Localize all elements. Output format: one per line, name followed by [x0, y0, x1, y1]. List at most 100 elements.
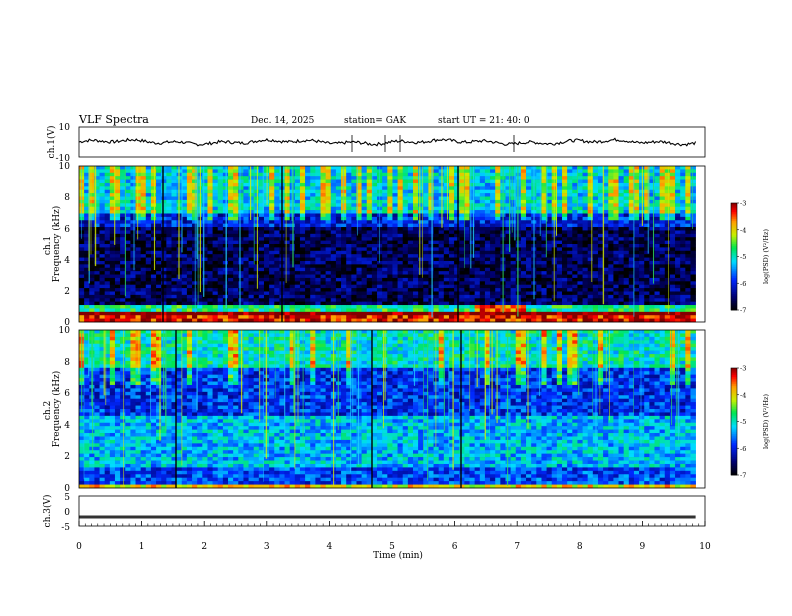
ch1-spec-cell [588, 264, 593, 268]
ch1-spec-cell [125, 261, 130, 265]
ch1-spec-cell [536, 247, 541, 251]
ch1-spec-cell [156, 308, 161, 312]
ch1-spec-cell [434, 278, 439, 282]
ch1-spec-cell [295, 173, 300, 177]
ch1-spec-cell [269, 186, 274, 190]
ch1-spec-cell [387, 308, 392, 312]
ch1-spec-cell [356, 298, 361, 302]
ch1-spec-cell [315, 207, 320, 211]
ch1-spec-cell [136, 291, 141, 295]
ch1-spec-cell [403, 288, 408, 292]
ch1-spec-cell [444, 220, 449, 224]
ch1-spec-cell [274, 207, 279, 211]
ch1-spec-cell [315, 275, 320, 279]
ch1-spec-cell [454, 207, 459, 211]
ch1-spec-cell [141, 200, 146, 204]
ch1-spec-cell [619, 271, 624, 275]
ch1-spec-cell [392, 298, 397, 302]
ch1-spec-cell [536, 264, 541, 268]
ch1-spec-cell [387, 244, 392, 248]
ch1-spec-cell [161, 295, 166, 299]
ch1-spec-cell [310, 210, 315, 214]
ch1-spec-cell [387, 166, 392, 170]
ch1-spec-cell [459, 227, 464, 231]
ch1-spec-cell [495, 190, 500, 194]
ch1-spec-cell [387, 251, 392, 255]
ch1-spec-cell [387, 302, 392, 306]
ch1-spec-cell [392, 295, 397, 299]
ch1-spec-cell [629, 200, 634, 204]
ch1-spec-cell [547, 275, 552, 279]
ch1-spec-cell [428, 197, 433, 201]
ch1-spec-cell [192, 268, 197, 272]
ch1-spec-cell [444, 261, 449, 265]
ch1-spec-cell [295, 251, 300, 255]
ch1-spec-cell [105, 285, 110, 289]
ch1-spec-cell [434, 247, 439, 251]
ch1-spec-cell [269, 247, 274, 251]
ch1-spec-cell [161, 275, 166, 279]
ch1-spec-cell [146, 227, 151, 231]
ch1-spec-cell [228, 183, 233, 187]
ch1-spec-cell [500, 315, 505, 319]
ch1-spec-cell [562, 308, 567, 312]
ch1-spec-cell [454, 247, 459, 251]
ch1-spec-cell [187, 237, 192, 241]
ch1-spec-cell [146, 207, 151, 211]
ch1-spec-cell [115, 305, 120, 309]
ch1-spec-cell [444, 230, 449, 234]
ch1-spec-cell [89, 244, 94, 248]
ch1-spec-cell [372, 217, 377, 221]
ch1-spec-cell [449, 281, 454, 285]
ch1-spec-cell [613, 200, 618, 204]
ch1-spec-cell [136, 258, 141, 262]
ch1-spec-cell [274, 213, 279, 217]
ch1-spec-cell [274, 180, 279, 184]
ch1-spec-cell [403, 302, 408, 306]
ch1-spec-cell [315, 210, 320, 214]
ch1-spec-cell [495, 227, 500, 231]
ch1-spec-cell [521, 173, 526, 177]
ch1-spec-cell [475, 291, 480, 295]
ch1-spec-cell [120, 295, 125, 299]
ch1-spec-cell [146, 261, 151, 265]
ch1-spec-cell [233, 207, 238, 211]
ch1-spec-cell [192, 285, 197, 289]
ch1-spec-cell [202, 298, 207, 302]
ch1-spec-cell [470, 315, 475, 319]
ch1-spec-cell [541, 291, 546, 295]
ch1-spec-cell [295, 186, 300, 190]
ch1-spec-cell [187, 230, 192, 234]
ch1-spec-cell [166, 278, 171, 282]
ch1-spec-cell [624, 261, 629, 265]
ch1-spec-cell [115, 190, 120, 194]
ch1-spec-cell [480, 227, 485, 231]
ch1-spec-cell [115, 186, 120, 190]
ch1-spec-cell [577, 183, 582, 187]
ch1-spec-cell [146, 247, 151, 251]
ch1-spec-cell [326, 268, 331, 272]
ch1-spec-cell [613, 210, 618, 214]
ch1-spec-cell [295, 180, 300, 184]
ch1-spec-cell [295, 305, 300, 309]
ch1-spec-cell [403, 193, 408, 197]
ch1-spec-cell [238, 298, 243, 302]
ch1-spec-cell [629, 203, 634, 207]
ch1-spec-cell [382, 169, 387, 173]
ch1-spec-cell [490, 203, 495, 207]
ch1-spec-cell [480, 312, 485, 316]
ch1-spec-cell [562, 180, 567, 184]
ch1-spec-cell [171, 210, 176, 214]
ch1-spec-cell [434, 169, 439, 173]
ch1-spec-cell [285, 298, 290, 302]
ch1-spec-cell [228, 308, 233, 312]
ch1-spec-cell [249, 210, 254, 214]
ch1-spec-cell [475, 166, 480, 170]
ch1-spec-cell [572, 193, 577, 197]
ch1-spec-cell [110, 278, 115, 282]
ch1-spec-cell [624, 207, 629, 211]
ch1-spec-cell [577, 207, 582, 211]
ch1-spec-cell [629, 166, 634, 170]
ch1-spec-cell [192, 315, 197, 319]
ch1-spec-cell [557, 291, 562, 295]
